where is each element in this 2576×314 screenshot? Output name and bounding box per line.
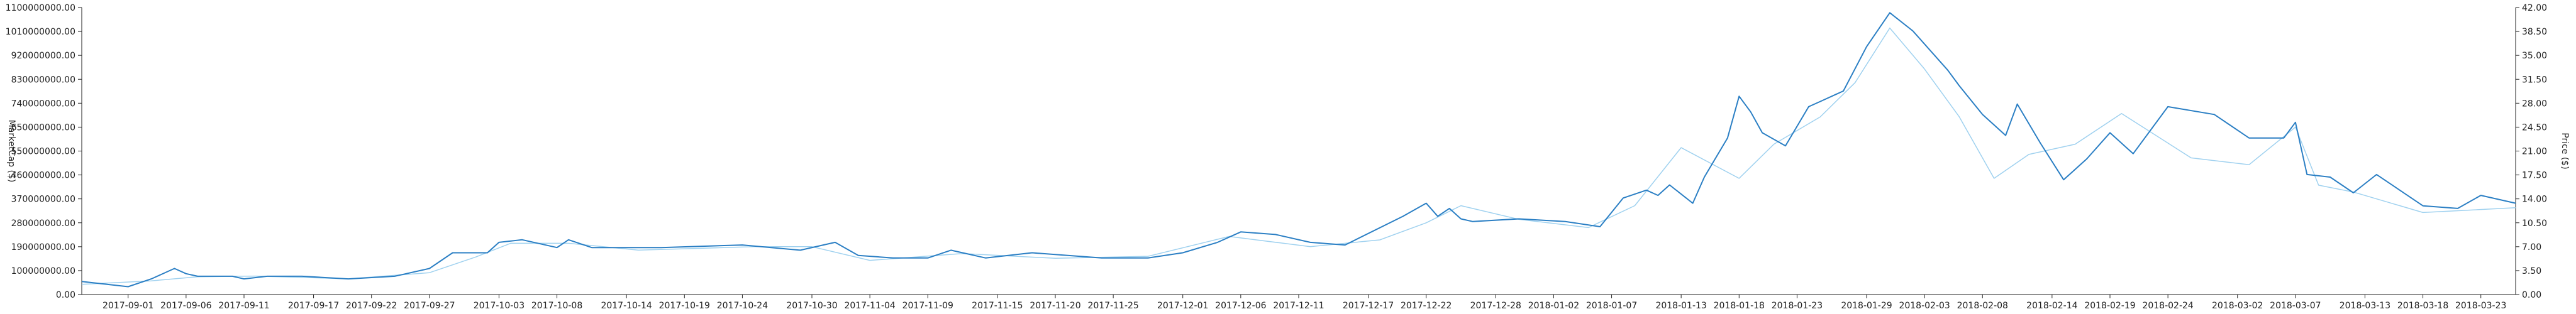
right-y-tick-label: 42.00 (2522, 3, 2547, 13)
right-y-tick-label: 24.50 (2522, 122, 2547, 133)
left-y-tick-label: 190000000.00 (11, 242, 75, 252)
x-tick-label: 2018-03-23 (2455, 301, 2506, 311)
right-y-tick-label: 17.50 (2522, 171, 2547, 181)
series-line-price (81, 27, 2516, 285)
right-y-tick-label: 38.50 (2522, 27, 2547, 37)
left-y-tick-label: 0.00 (56, 290, 75, 300)
left-y-tick-label: 920000000.00 (11, 51, 75, 61)
left-y-tick-label: 830000000.00 (11, 75, 75, 85)
x-tick-label: 2017-11-25 (1087, 301, 1138, 311)
right-y-tick-label: 3.50 (2522, 266, 2541, 276)
x-tick-label: 2017-12-17 (1343, 301, 1394, 311)
left-y-tick-label: 280000000.00 (11, 219, 75, 229)
x-tick-label: 2017-12-22 (1401, 301, 1452, 311)
x-tick-label: 2018-01-29 (1841, 301, 1892, 311)
x-tick-label: 2018-01-18 (1714, 301, 1765, 311)
x-tick-label: 2017-09-11 (218, 301, 269, 311)
x-tick-label: 2018-02-24 (2142, 301, 2193, 311)
left-y-axis: 0.00 100000000.00 190000000.00 280000000.00… (6, 3, 82, 300)
left-y-tick-label: 1100000000.00 (6, 3, 75, 13)
right-y-tick-label: 21.00 (2522, 147, 2547, 157)
x-tick-label: 2018-02-14 (2026, 301, 2077, 311)
x-tick-label: 2018-03-07 (2270, 301, 2321, 311)
x-tick-label: 2017-10-24 (717, 301, 768, 311)
x-tick-label: 2017-10-03 (474, 301, 525, 311)
x-tick-label: 2017-10-30 (786, 301, 837, 311)
x-tick-label: 2018-02-08 (1957, 301, 2008, 311)
left-y-tick-label: 370000000.00 (11, 195, 75, 205)
right-y-tick-label: 0.00 (2522, 290, 2541, 300)
series-line-marketcap (81, 12, 2516, 288)
x-tick-label: 2017-09-01 (103, 301, 153, 311)
right-y-tick-label: 31.50 (2522, 75, 2547, 85)
x-tick-label: 2017-12-28 (1470, 301, 1521, 311)
x-tick-label: 2018-03-13 (2340, 301, 2390, 311)
x-tick-label: 2017-12-11 (1273, 301, 1324, 311)
left-y-tick-label: 550000000.00 (11, 147, 75, 157)
left-y-tick-label: 460000000.00 (11, 171, 75, 181)
x-tick-label: 2017-10-19 (659, 301, 710, 311)
left-y-tick-label: 740000000.00 (11, 99, 75, 109)
x-tick-label: 2018-03-18 (2397, 301, 2448, 311)
x-tick-label: 2018-02-19 (2084, 301, 2135, 311)
x-tick-label: 2017-11-15 (972, 301, 1023, 311)
x-tick-label: 2017-09-17 (288, 301, 339, 311)
x-tick-label: 2017-09-27 (404, 301, 455, 311)
x-tick-label: 2017-12-01 (1157, 301, 1208, 311)
x-tick-label: 2017-10-14 (601, 301, 652, 311)
right-axis-title: Price ($) (2560, 133, 2570, 169)
left-y-tick-label: 100000000.00 (11, 266, 75, 276)
x-tick-label: 2017-11-09 (902, 301, 953, 311)
x-tick-label: 2017-11-04 (844, 301, 895, 311)
right-y-tick-label: 28.00 (2522, 99, 2547, 109)
x-tick-label: 2017-12-06 (1215, 301, 1266, 311)
right-y-tick-label: 7.00 (2522, 242, 2541, 252)
right-y-tick-label: 10.50 (2522, 219, 2547, 229)
left-y-tick-label: 650000000.00 (11, 122, 75, 133)
x-tick-label: 2017-11-20 (1030, 301, 1080, 311)
left-y-tick-label: 1010000000.00 (6, 27, 75, 37)
x-tick-label: 2018-01-07 (1586, 301, 1637, 311)
right-y-tick-label: 35.00 (2522, 51, 2547, 61)
right-y-tick-label: 14.00 (2522, 195, 2547, 205)
x-tick-label: 2017-09-22 (346, 301, 397, 311)
x-tick-label: 2018-01-13 (1655, 301, 1706, 311)
left-axis-title: MarketCap ($) (6, 120, 16, 183)
right-y-axis: 0.00 3.50 7.00 10.50 14.00 17.50 21.00 24.50 28.… (2516, 3, 2547, 300)
x-tick-label: 2017-09-06 (160, 301, 211, 311)
axes (81, 8, 2516, 295)
x-tick-label: 2018-03-02 (2212, 301, 2263, 311)
x-axis: 2017-09-01 2017-09-06 2017-09-11 2017-09-17… (103, 295, 2506, 311)
x-tick-label: 2017-10-08 (531, 301, 582, 311)
x-tick-label: 2018-01-23 (1772, 301, 1823, 311)
x-tick-label: 2018-01-02 (1528, 301, 1579, 311)
series-layer (81, 12, 2516, 288)
x-tick-label: 2018-02-03 (1899, 301, 1950, 311)
